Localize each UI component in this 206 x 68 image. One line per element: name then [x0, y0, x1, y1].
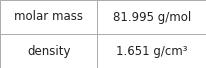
Text: 81.995 g/mol: 81.995 g/mol [112, 10, 190, 24]
Text: 1.651 g/cm³: 1.651 g/cm³ [116, 44, 187, 58]
Text: density: density [27, 44, 70, 58]
Text: molar mass: molar mass [14, 10, 83, 24]
